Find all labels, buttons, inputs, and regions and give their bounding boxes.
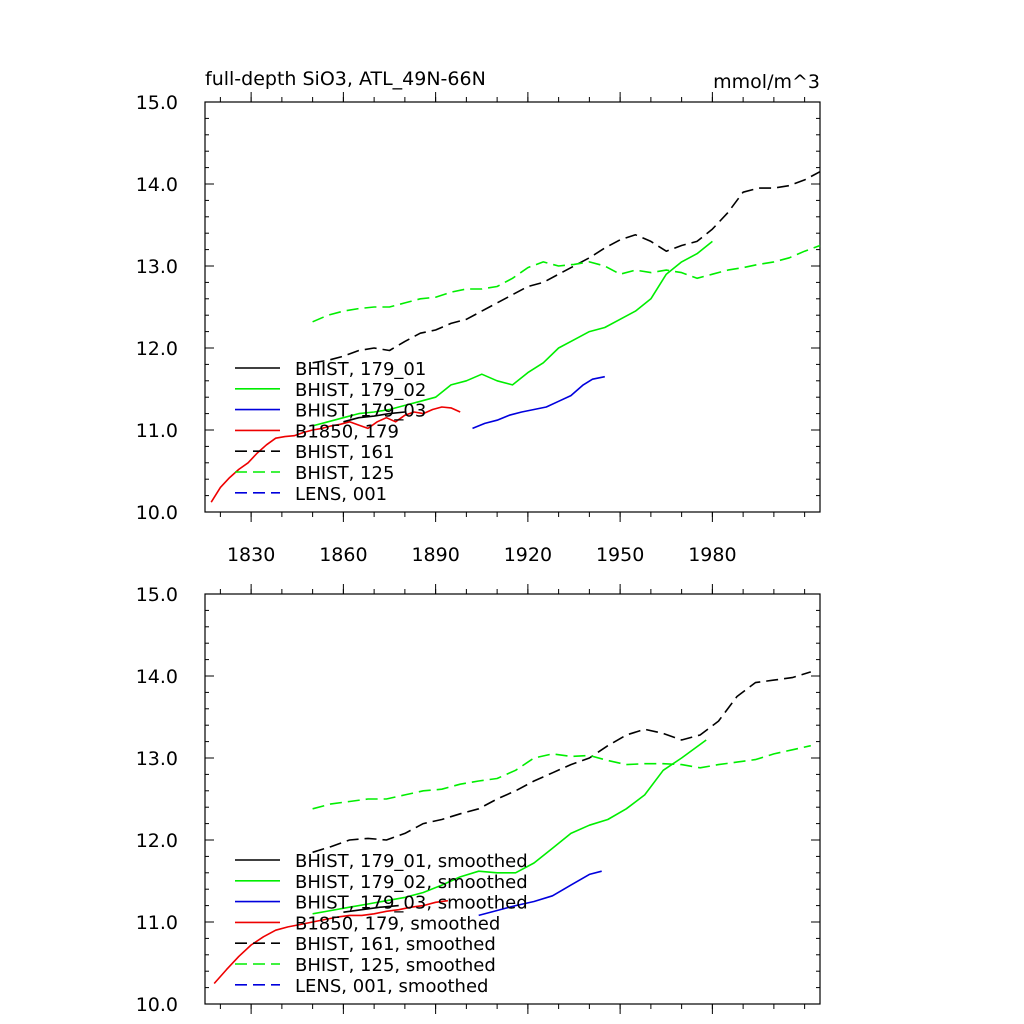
y-tick-label: 14.0 [136,666,178,688]
x-tick-label: 1860 [319,544,367,566]
legend-label: LENS, 001 [295,484,387,505]
legend-label: BHIST, 179_03 [295,401,426,422]
panel-top-chart: 10.0 11.0 12.0 13.0 14.0 15.0 1830 1860 1890 1920… [136,92,821,566]
plot-frame [204,101,821,513]
series-line-bhist-161 [312,170,821,364]
series-line-b1850-179 [210,406,461,503]
y-tick-label: 15.0 [136,92,178,114]
series-line-bhist-179-02 [312,240,713,427]
x-tick-label: 1980 [688,544,736,566]
figure-title: full-depth SiO3, ATL_49N-66N [205,68,486,90]
legend-label: BHIST, 125 [295,463,394,484]
y-tick-label: 12.0 [136,338,178,360]
y-tick-label: 12.0 [136,830,178,852]
figure-units: mmol/m^3 [713,71,820,93]
x-tick-label: 1950 [596,544,644,566]
series-line-bhist-179-03-smoothed [478,870,602,917]
y-tick-label: 13.0 [136,748,178,770]
legend-label: BHIST, 179_02, smoothed [295,872,528,893]
series-line-bhist-179-02-smoothed [312,739,707,915]
legend-label: BHIST, 179_01 [295,359,426,380]
y-tick-label: 15.0 [136,584,178,606]
series-line-bhist-179-01 [343,411,405,423]
plot-frame [204,593,821,1005]
series-line-bhist-179-03 [472,375,605,430]
legend-label: B1850, 179 [295,421,399,442]
legend-label: BHIST, 179_03, smoothed [295,893,528,914]
legend-label: BHIST, 179_02 [295,380,426,401]
legend-label: BHIST, 161 [295,442,394,463]
legend-label: LENS, 001, smoothed [295,976,488,997]
panel-bottom-chart: 10.0 11.0 12.0 13.0 14.0 15.0 BHIST, 179_01, s… [136,584,821,1016]
y-tick-label: 13.0 [136,256,178,278]
legend-label: BHIST, 179_01, smoothed [295,851,528,872]
y-tick-label: 11.0 [136,420,178,442]
series-line-bhist-179-01-smoothed [343,904,399,913]
x-tick-label: 1830 [227,544,275,566]
x-tick-label: 1920 [504,544,552,566]
x-tick-label: 1890 [411,544,459,566]
y-tick-label: 10.0 [136,502,178,524]
y-tick-label: 11.0 [136,912,178,934]
legend-label: B1850, 179, smoothed [295,913,500,934]
legend-label: BHIST, 161, smoothed [295,934,496,955]
series-line-bhist-125-smoothed [312,744,811,810]
series-line-bhist-161-smoothed [312,671,812,854]
y-tick-label: 14.0 [136,174,178,196]
y-tick-label: 10.0 [136,994,178,1016]
legend-label: BHIST, 125, smoothed [295,955,496,976]
series-line-bhist-125 [312,244,821,323]
